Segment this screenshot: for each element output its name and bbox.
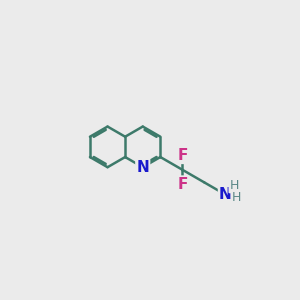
- Text: N: N: [219, 187, 232, 202]
- Text: F: F: [177, 148, 188, 163]
- Text: N: N: [136, 160, 149, 175]
- Text: H: H: [230, 179, 239, 192]
- Text: H: H: [232, 191, 242, 204]
- Text: F: F: [177, 177, 188, 192]
